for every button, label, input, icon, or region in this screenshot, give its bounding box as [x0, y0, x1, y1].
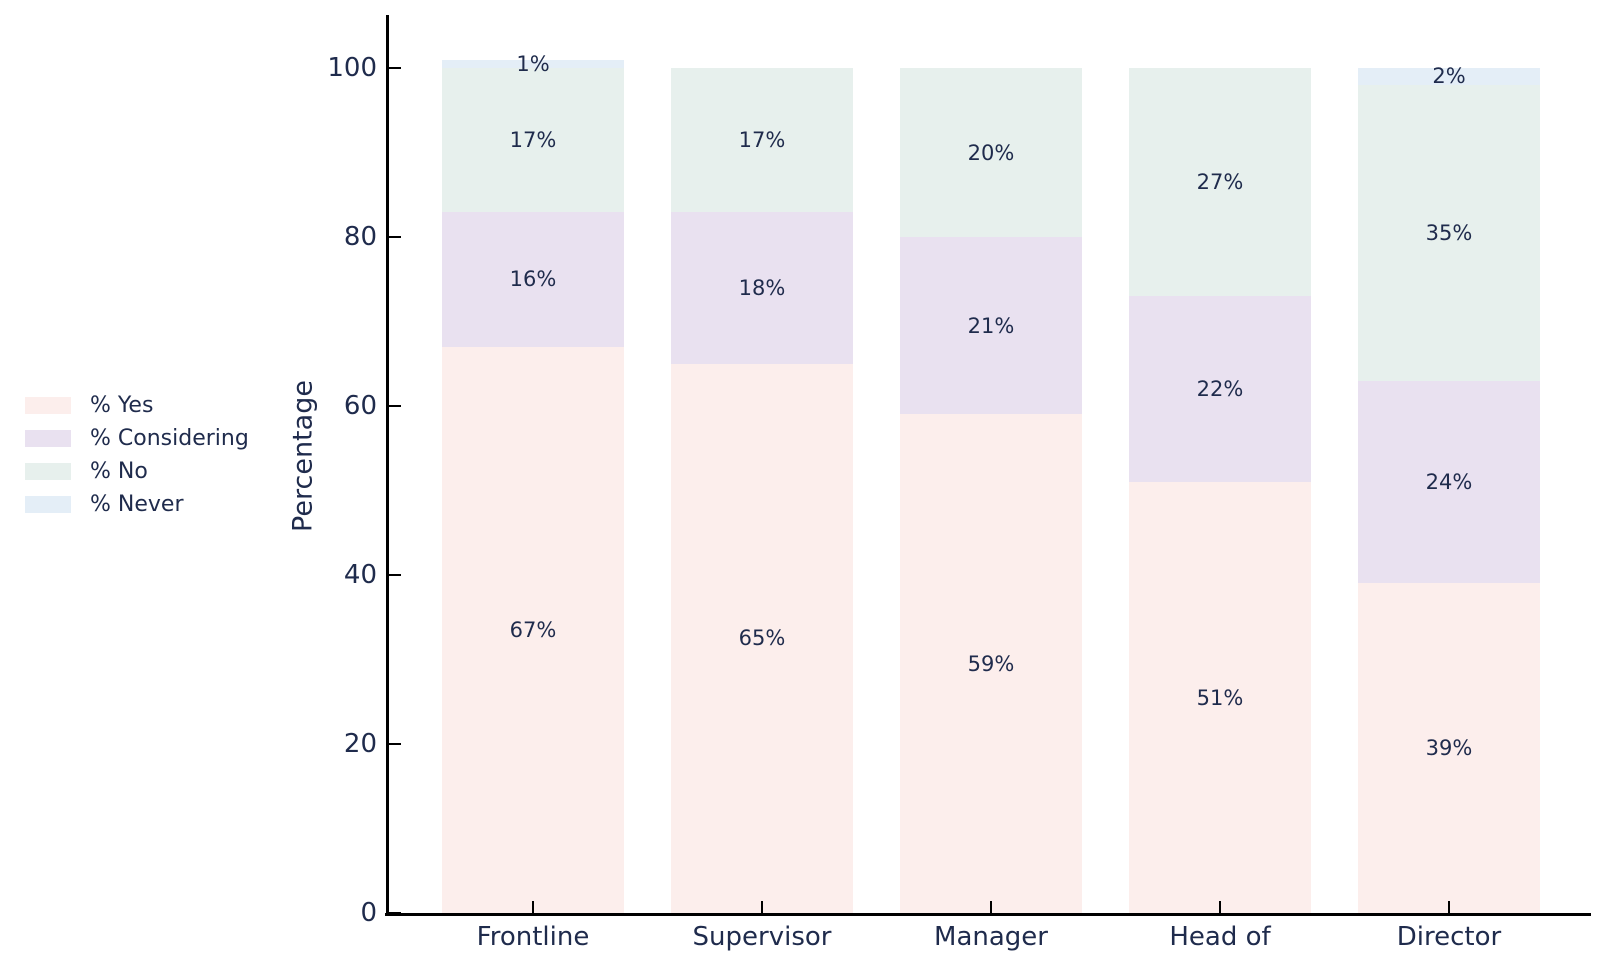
bar-segment-label: 2% [1432, 64, 1466, 89]
y-tick-mark [389, 67, 401, 69]
bar-segment: 16% [442, 211, 624, 347]
bar-segment-label: 35% [1425, 220, 1473, 245]
bar-segment: 27% [1129, 68, 1311, 297]
bar-segment: 24% [1358, 380, 1540, 584]
bar-segment-label: 59% [967, 651, 1015, 676]
x-tick-label-supervisor: Supervisor [692, 922, 832, 952]
bar-segment-label: 39% [1425, 736, 1473, 761]
bar-segment-label: 67% [509, 617, 557, 642]
x-tick-mark [990, 901, 992, 913]
x-tick-mark [761, 901, 763, 913]
bar-segment: 59% [900, 414, 1082, 913]
y-tick-label: 100 [327, 53, 377, 83]
y-tick-label: 40 [343, 560, 377, 590]
y-axis-spine [386, 15, 389, 916]
bar-segment-label: 51% [1196, 685, 1244, 710]
x-tick-mark [532, 901, 534, 913]
bar-segment: 39% [1358, 583, 1540, 913]
bar-segment: 67% [442, 346, 624, 913]
bar-segment-label: 18% [738, 275, 786, 300]
legend-swatch-considering [25, 430, 71, 447]
y-tick-label: 0 [360, 898, 377, 928]
legend-item-no: % No [25, 455, 249, 488]
y-tick-label: 80 [343, 222, 377, 252]
bar-segment-label: 16% [509, 267, 557, 292]
y-tick-label: 60 [343, 391, 377, 421]
bar-segment-label: 27% [1196, 170, 1244, 195]
bar-segment: 35% [1358, 84, 1540, 381]
y-tick-mark [389, 236, 401, 238]
bar-segment-label: 1% [516, 51, 550, 76]
bar-segment-label: 20% [967, 140, 1015, 165]
bar-segment-label: 24% [1425, 470, 1473, 495]
y-tick-mark [389, 743, 401, 745]
y-tick-mark [389, 574, 401, 576]
legend-label-never: % Never [90, 492, 184, 517]
legend-label-no: % No [90, 459, 148, 484]
bar-segment-label: 17% [738, 127, 786, 152]
legend: % Yes % Considering % No % Never [25, 389, 249, 521]
legend-item-never: % Never [25, 488, 249, 521]
legend-item-considering: % Considering [25, 422, 249, 455]
bar-segment: 17% [671, 68, 853, 212]
x-tick-label-head-of: Head of [1169, 922, 1271, 952]
legend-swatch-yes [25, 397, 71, 414]
legend-label-considering: % Considering [90, 426, 249, 451]
bar-segment-label: 65% [738, 626, 786, 651]
bar-segment: 22% [1129, 296, 1311, 483]
bar-segment-label: 22% [1196, 377, 1244, 402]
x-tick-mark [1219, 901, 1221, 913]
x-tick-label-frontline: Frontline [476, 922, 590, 952]
legend-swatch-no [25, 463, 71, 480]
x-axis-spine [385, 913, 1591, 916]
x-tick-label-manager: Manager [934, 922, 1048, 952]
bar-segment-label: 21% [967, 313, 1015, 338]
bar-segment: 20% [900, 68, 1082, 237]
legend-label-yes: % Yes [90, 393, 154, 418]
x-tick-mark [1448, 901, 1450, 913]
bar-segment: 17% [442, 68, 624, 212]
y-tick-mark [389, 405, 401, 407]
bar-segment: 1% [442, 52, 624, 76]
y-tick-mark [389, 912, 401, 914]
legend-item-yes: % Yes [25, 389, 249, 422]
y-tick-label: 20 [343, 729, 377, 759]
bar-segment: 51% [1129, 482, 1311, 913]
legend-swatch-never [25, 496, 71, 513]
bar-segment: 65% [671, 363, 853, 913]
bar-segment: 18% [671, 211, 853, 364]
bar-segment: 2% [1358, 64, 1540, 88]
bar-segment-label: 17% [509, 127, 557, 152]
bar-segment: 21% [900, 237, 1082, 415]
x-tick-label-director: Director [1396, 922, 1502, 952]
